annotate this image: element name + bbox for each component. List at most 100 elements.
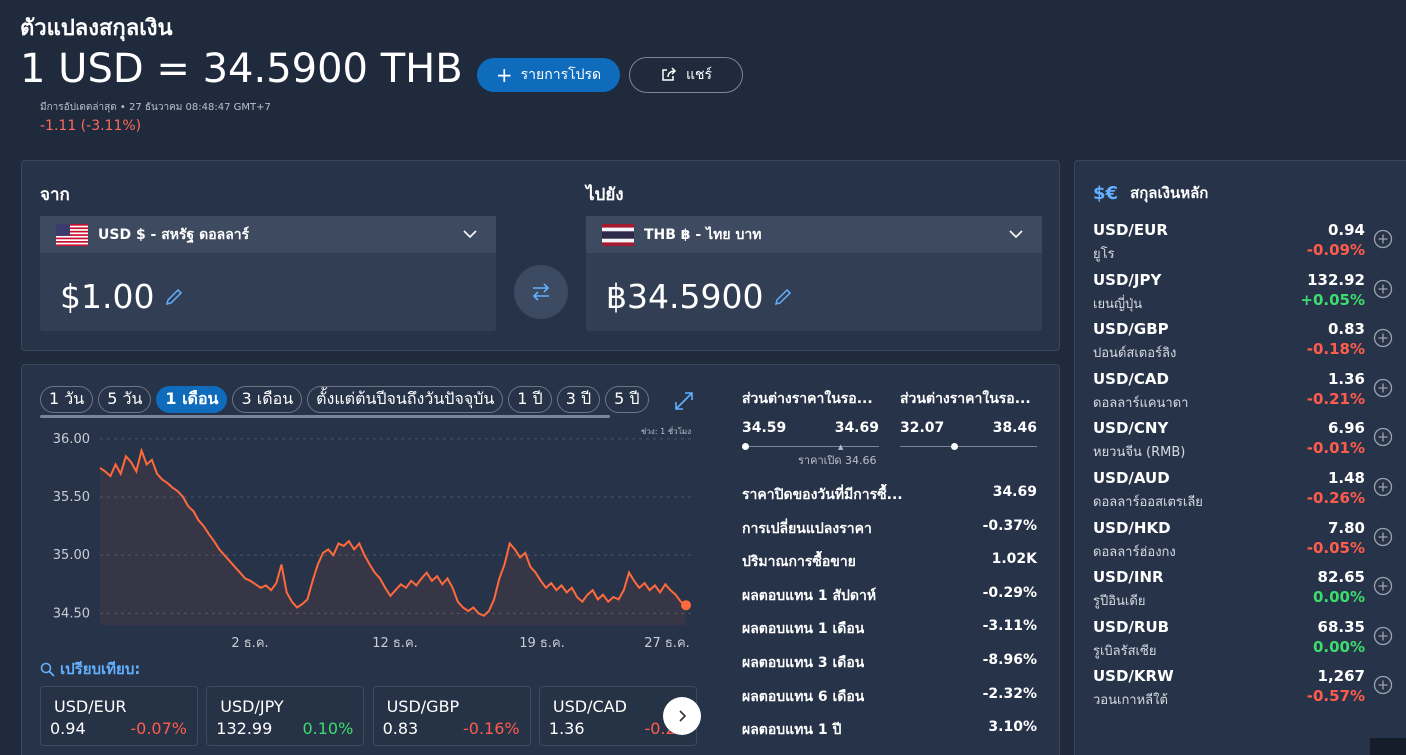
tab-range[interactable]: 1 เดือน — [156, 386, 228, 413]
add-circle-icon[interactable] — [1373, 576, 1393, 596]
compare-card[interactable]: USD/EUR 0.94 -0.07% — [40, 686, 198, 746]
chevron-down-icon — [463, 230, 477, 239]
compare-card[interactable]: USD/GBP 0.83 -0.16% — [372, 686, 531, 746]
range-track — [900, 443, 1037, 450]
chevron-right-icon — [679, 710, 687, 722]
to-amount-field[interactable]: ฿34.5900 — [586, 253, 1042, 316]
currency-name: เยนญี่ปุ่น — [1093, 296, 1143, 312]
range-low: 32.07 — [900, 420, 945, 436]
currency-pair: USD/EUR — [1093, 221, 1168, 239]
major-currency-row[interactable]: USD/INR รูปีอินเดีย 82.65 0.00% — [1093, 568, 1393, 614]
currency-change: +0.05% — [1300, 290, 1365, 309]
last-price-dot — [681, 600, 691, 611]
currency-rate: 1,267 — [1317, 667, 1365, 686]
share-label: แชร์ — [685, 67, 713, 83]
major-currency-row[interactable]: USD/KRW วอนเกาหลีใต้ 1,267 -0.57% — [1093, 667, 1393, 713]
compare-card[interactable]: USD/JPY 132.99 0.10% — [206, 686, 365, 746]
stat-row: ผลตอบแทน 1 ปี 3.10% — [742, 719, 1037, 739]
expand-icon[interactable] — [674, 391, 694, 411]
stat-row: ปริมาณการซื้อขาย 1.02K — [742, 551, 1037, 571]
share-button[interactable]: แชร์ — [629, 57, 743, 93]
currency-rate: 6.96 — [1327, 419, 1365, 438]
swap-currencies-button[interactable] — [514, 265, 568, 319]
tabs-scrollbar[interactable] — [40, 415, 610, 418]
currency-pair: USD/HKD — [1093, 518, 1171, 537]
x-tick-label: 19 ธ.ค. — [519, 636, 565, 651]
currency-name: ปอนด์สเตอร์ลิง — [1093, 346, 1177, 362]
currency-change: 0.00% — [1312, 637, 1365, 656]
major-currency-row[interactable]: USD/CNY หยวนจีน (RMB) 6.96 -0.01% — [1093, 419, 1393, 465]
currency-change: -0.26% — [1306, 489, 1365, 507]
compare-change: 0.10% — [302, 719, 354, 738]
tab-range[interactable]: 5 วัน — [98, 386, 152, 413]
range-title: ส่วนต่างราคาในรอ... — [900, 391, 1031, 407]
stat-value: -3.11% — [982, 618, 1037, 635]
compare-change: -0.07% — [130, 719, 187, 738]
time-range-tabs: 1 วัน 5 วัน 1 เดือน 3 เดือน ตั้งแต่ต้นปีจนถึ… — [40, 386, 654, 413]
stat-row: ผลตอบแทน 1 เดือน -3.11% — [742, 618, 1037, 638]
stat-row: ผลตอบแทน 1 สัปดาห์ -0.29% — [742, 585, 1037, 605]
y-tick-label: 34.50 — [53, 606, 90, 621]
add-favorite-button[interactable]: + รายการโปรด — [477, 58, 620, 92]
major-currency-row[interactable]: USD/RUB รูเบิลรัสเซีย 68.35 0.00% — [1093, 618, 1393, 664]
currency-rate: 0.83 — [1327, 320, 1365, 339]
from-amount-field[interactable]: $1.00 — [40, 253, 496, 316]
us-flag-icon — [56, 223, 88, 246]
open-price-label: ราคาเปิด 34.66 — [798, 454, 877, 467]
compare-label[interactable]: เปรียบเทียบ: — [40, 657, 140, 681]
add-circle-icon[interactable] — [1373, 328, 1393, 348]
y-tick-label: 35.50 — [53, 490, 90, 505]
add-circle-icon[interactable] — [1373, 279, 1393, 299]
interval-label: ช่วง: 1 ชั่วโมง — [641, 427, 692, 436]
range-high: 38.46 — [992, 420, 1037, 436]
to-currency-text: THB ฿ - ไทย บาท — [644, 226, 762, 243]
major-currency-row[interactable]: USD/GBP ปอนด์สเตอร์ลิง 0.83 -0.18% — [1093, 320, 1393, 366]
major-currency-row[interactable]: USD/AUD ดอลลาร์ออสเตรเลีย 1.48 -0.26% — [1093, 469, 1393, 515]
from-amount[interactable]: $1.00 — [60, 277, 155, 316]
tab-range[interactable]: 3 ปี — [556, 386, 601, 413]
to-amount[interactable]: ฿34.5900 — [606, 277, 764, 316]
tab-range[interactable]: 1 ปี — [508, 386, 552, 413]
major-currency-row[interactable]: USD/JPY เยนญี่ปุ่น 132.92 +0.05% — [1093, 271, 1393, 317]
chevron-down-icon — [1009, 230, 1023, 239]
currency-pair: USD/CNY — [1093, 419, 1169, 438]
major-currencies-title: $€ สกุลเงินหลัก — [1093, 181, 1208, 205]
range-title: ส่วนต่างราคาในรอ... — [742, 391, 873, 407]
currency-change: -0.57% — [1306, 687, 1365, 706]
from-currency-select[interactable]: USD $ - สหรัฐ ดอลลาร์ — [40, 216, 496, 253]
currency-rate: 82.65 — [1317, 568, 1365, 587]
to-currency-box: THB ฿ - ไทย บาท ฿34.5900 — [586, 216, 1042, 331]
add-circle-icon[interactable] — [1373, 675, 1393, 695]
add-circle-icon[interactable] — [1373, 229, 1393, 249]
tab-range[interactable]: 1 วัน — [40, 386, 94, 413]
price-area — [100, 450, 686, 625]
range-low: 34.59 — [742, 420, 787, 436]
currency-pair: USD/AUD — [1093, 469, 1170, 487]
currency-name: วอนเกาหลีใต้ — [1093, 693, 1168, 709]
major-currency-row[interactable]: USD/EUR ยูโร 0.94 -0.09% — [1093, 221, 1393, 267]
major-currency-row[interactable]: USD/CAD ดอลลาร์แคนาดา 1.36 -0.21% — [1093, 370, 1393, 416]
compare-pair: USD/GBP — [386, 697, 460, 716]
next-compare-button[interactable] — [663, 697, 701, 735]
to-currency-select[interactable]: THB ฿ - ไทย บาท — [586, 216, 1042, 253]
add-circle-icon[interactable] — [1373, 477, 1393, 497]
tab-range[interactable]: 5 ปี — [605, 386, 649, 413]
x-tick-label: 12 ธ.ค. — [372, 636, 418, 651]
edit-icon[interactable] — [773, 287, 793, 307]
currency-change: 0.00% — [1312, 588, 1365, 607]
stat-value: 3.10% — [988, 719, 1037, 736]
tab-range[interactable]: 3 เดือน — [232, 386, 303, 413]
tab-range[interactable]: ตั้งแต่ต้นปีจนถึงวันปัจจุบัน — [307, 386, 504, 413]
add-circle-icon[interactable] — [1373, 378, 1393, 398]
swap-icon — [532, 283, 550, 301]
stat-value: -0.29% — [982, 584, 1037, 601]
major-currency-row[interactable]: USD/HKD ดอลลาร์ฮ่องกง 7.80 -0.05% — [1093, 519, 1393, 565]
add-circle-icon[interactable] — [1373, 527, 1393, 547]
price-chart[interactable]: 36.00 35.50 35.00 34.50 2 ธ.ค. 12 ธ.ค. 19 ธ.ค.… — [40, 425, 700, 655]
currency-pair: USD/CAD — [1093, 369, 1169, 388]
add-circle-icon[interactable] — [1373, 626, 1393, 646]
add-circle-icon[interactable] — [1373, 427, 1393, 447]
window-corner — [1370, 738, 1406, 755]
currency-name: ดอลลาร์แคนาดา — [1093, 395, 1189, 411]
edit-icon[interactable] — [164, 287, 184, 307]
